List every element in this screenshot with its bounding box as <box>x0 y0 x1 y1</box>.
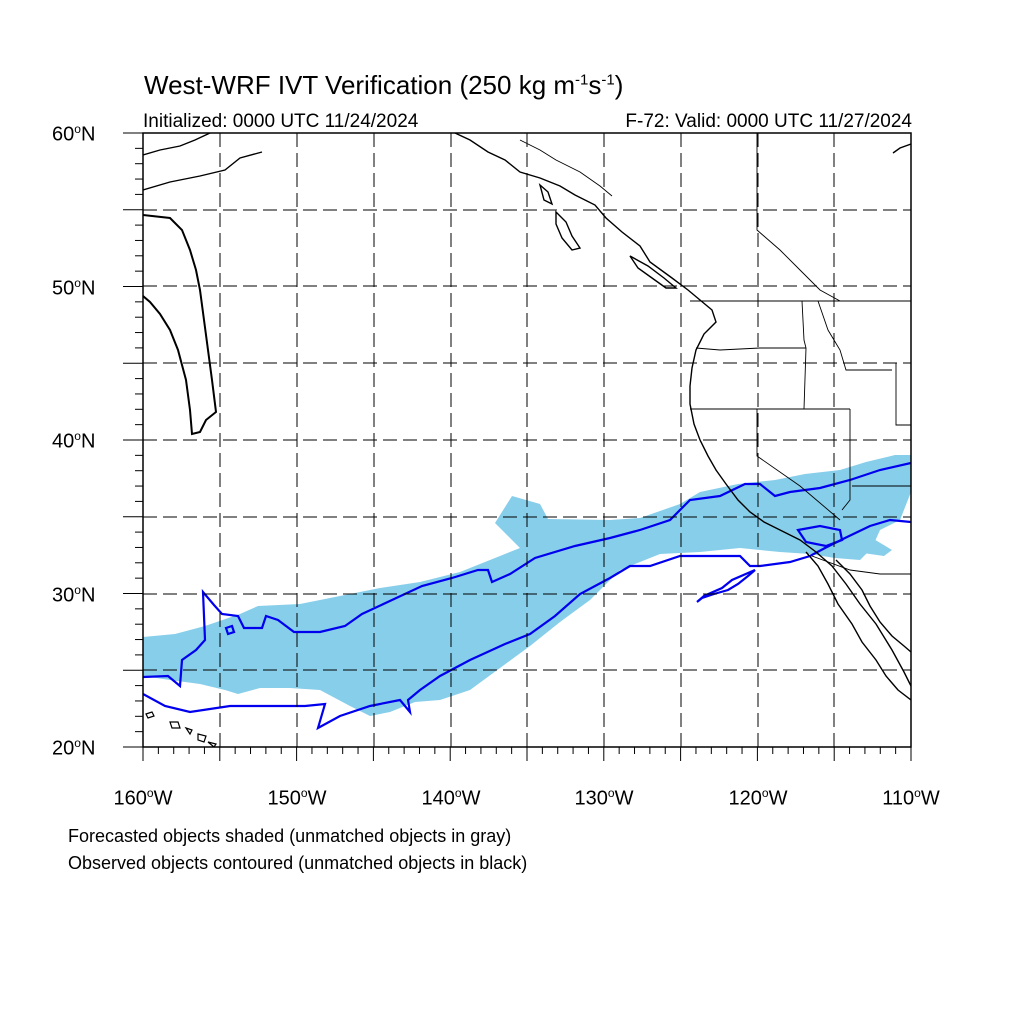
coastline-north-america <box>454 133 911 687</box>
coastline-ne-corner <box>892 143 911 154</box>
lon-label-140w: 140oW <box>421 786 481 810</box>
coastlines <box>143 133 911 701</box>
coastline-baja <box>805 551 911 701</box>
observed-contour-island <box>224 624 236 636</box>
border-idaho <box>801 300 807 410</box>
lat-label-40n: 40oN <box>52 429 96 453</box>
border-wa-or <box>695 347 806 351</box>
coastline-bc-islands <box>555 210 582 251</box>
lon-label-120w: 120oW <box>728 786 788 810</box>
coastline-haida-gwaii <box>538 182 554 206</box>
coastline-alaska-south <box>143 151 263 191</box>
hawaiian-islands <box>145 711 217 747</box>
ice-edge-line <box>143 214 218 436</box>
lat-label-20n: 20oN <box>52 736 96 760</box>
note-forecast: Forecasted objects shaded (unmatched obj… <box>68 826 512 846</box>
border-bc-alberta <box>756 133 841 302</box>
observed-contour-inland <box>796 524 844 548</box>
axis-ticks <box>123 132 912 761</box>
observed-contour-south <box>143 518 911 731</box>
lon-label-130w: 130oW <box>574 786 634 810</box>
valid-time-label: F-72: Valid: 0000 UTC 11/27/2024 <box>625 111 912 132</box>
graticule <box>143 133 911 747</box>
lat-label-30n: 30oN <box>52 583 96 607</box>
lon-label-150w: 150oW <box>267 786 327 810</box>
border-ca-nv <box>756 409 841 521</box>
lat-label-60n: 60oN <box>52 122 96 146</box>
lat-label-50n: 50oN <box>52 276 96 300</box>
observed-contour-fragment <box>696 568 756 603</box>
border-alaska-bc <box>519 139 613 197</box>
border-us-mexico <box>811 555 911 575</box>
coastline-vancouver-island <box>629 255 678 289</box>
lon-label-110w: 110oW <box>882 786 940 810</box>
forecast-ivt-object-small <box>846 532 892 556</box>
border-utah <box>892 362 911 426</box>
figure-title: West-WRF IVT Verification (250 kg m-1s-1… <box>144 70 624 100</box>
init-time-label: Initialized: 0000 UTC 11/24/2024 <box>143 111 419 132</box>
border-idaho-montana <box>817 300 892 371</box>
coastline-gulf <box>835 559 911 653</box>
lon-label-160w: 160oW <box>113 786 173 810</box>
border-nv-az <box>841 409 851 511</box>
observed-contour-north <box>143 461 911 689</box>
observed-ivt-contours <box>143 461 911 731</box>
coastline-alaska-west <box>143 133 211 156</box>
political-borders <box>519 133 911 575</box>
note-observed: Observed objects contoured (unmatched ob… <box>68 853 528 873</box>
